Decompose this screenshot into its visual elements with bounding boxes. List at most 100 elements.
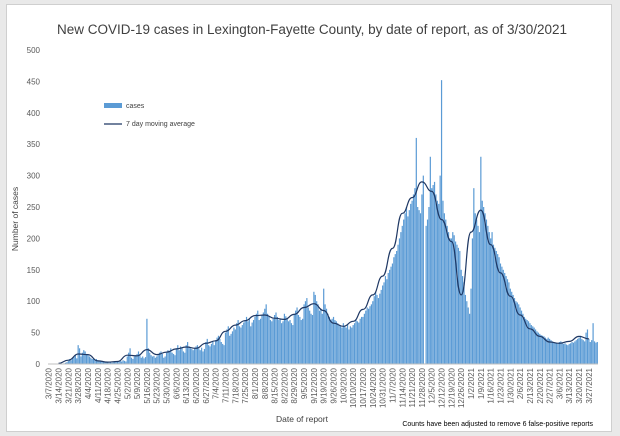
case-bar xyxy=(271,321,273,364)
case-bar xyxy=(418,210,420,364)
case-bar xyxy=(471,238,474,364)
case-bar xyxy=(289,320,291,364)
case-bar xyxy=(177,345,179,364)
case-bar xyxy=(421,194,423,364)
case-bar xyxy=(175,348,177,364)
case-bar xyxy=(464,294,467,364)
case-bar xyxy=(346,325,349,364)
case-bar xyxy=(516,302,518,364)
legend-label-cases: cases xyxy=(126,103,145,110)
x-tick-label: 4/18/2020 xyxy=(104,367,113,403)
case-bar xyxy=(309,310,311,364)
case-bar xyxy=(384,276,387,364)
case-bar xyxy=(285,316,287,364)
case-bar xyxy=(419,213,422,364)
x-tick-label: 11/14/2020 xyxy=(398,367,407,407)
case-bar xyxy=(376,294,378,364)
case-bar xyxy=(182,351,184,364)
case-bar xyxy=(202,351,204,364)
case-bar xyxy=(126,356,128,364)
case-bar xyxy=(273,315,276,364)
y-tick-label: 150 xyxy=(27,266,41,275)
case-bar xyxy=(313,291,315,364)
case-bar xyxy=(83,350,85,364)
case-bar xyxy=(100,361,102,364)
case-bar xyxy=(299,316,301,364)
case-bar xyxy=(505,276,507,364)
x-tick-label: 1/9/2021 xyxy=(477,367,486,399)
case-bar xyxy=(512,294,514,364)
case-bar xyxy=(238,326,241,364)
case-bar xyxy=(84,351,86,364)
x-tick-label: 11/7/2020 xyxy=(389,367,398,403)
case-bar xyxy=(387,272,389,364)
x-tick-label: 3/20/2021 xyxy=(575,367,584,403)
y-tick-label: 0 xyxy=(36,360,41,369)
case-bar xyxy=(400,232,402,364)
case-bar xyxy=(485,219,488,364)
x-tick-label: 9/12/2020 xyxy=(310,367,319,403)
x-axis-label: Date of report xyxy=(276,414,329,424)
case-bar xyxy=(497,254,499,364)
case-bar xyxy=(404,213,406,364)
case-bar xyxy=(163,357,165,364)
case-bar xyxy=(111,362,113,364)
case-bar xyxy=(546,338,548,364)
case-bar xyxy=(146,318,148,364)
x-tick-label: 6/13/2020 xyxy=(182,367,191,403)
case-bar xyxy=(128,352,130,364)
case-bar xyxy=(522,313,524,364)
case-bar xyxy=(467,307,469,364)
case-bar xyxy=(213,345,215,364)
y-tick-label: 450 xyxy=(27,77,41,86)
case-bar xyxy=(339,326,342,364)
case-bar xyxy=(584,341,586,364)
case-bar xyxy=(403,219,405,364)
case-bar xyxy=(483,207,485,364)
case-bar xyxy=(344,326,346,364)
case-bar xyxy=(139,355,141,364)
case-bar xyxy=(457,247,459,364)
case-bar xyxy=(469,313,471,364)
case-bar xyxy=(66,362,68,364)
case-bar xyxy=(541,335,544,364)
case-bar xyxy=(136,353,138,364)
case-bar xyxy=(530,325,532,364)
legend: cases 7 day moving average xyxy=(104,103,195,128)
case-bar xyxy=(439,175,441,364)
case-bar xyxy=(575,340,577,364)
case-bar xyxy=(353,323,356,364)
case-bar xyxy=(69,358,71,364)
case-bar xyxy=(236,323,238,364)
case-bar xyxy=(334,320,336,364)
x-tick-label: 2/13/2021 xyxy=(526,367,535,403)
case-bar xyxy=(95,358,98,364)
case-bar xyxy=(481,200,483,364)
case-bar xyxy=(477,225,479,364)
case-bar xyxy=(181,347,183,364)
case-bar xyxy=(533,327,535,364)
case-bar xyxy=(415,137,417,364)
case-bar xyxy=(365,310,367,364)
case-bar xyxy=(589,342,591,364)
case-bar xyxy=(288,321,290,364)
case-bar xyxy=(208,345,210,364)
case-bar xyxy=(578,337,580,364)
case-bar xyxy=(231,331,234,364)
case-bar xyxy=(490,238,492,364)
case-bar xyxy=(158,352,161,364)
covid-cases-chart: New COVID-19 cases in Lexington-Fayette … xyxy=(10,22,598,428)
case-bar xyxy=(338,325,340,364)
case-bar xyxy=(543,336,545,364)
x-tick-label: 6/20/2020 xyxy=(192,367,201,403)
legend-label-average: 7 day moving average xyxy=(126,121,195,128)
case-bar xyxy=(389,269,391,364)
case-bar xyxy=(480,156,482,364)
case-bar xyxy=(459,250,461,364)
case-bar xyxy=(579,335,582,364)
case-bar xyxy=(132,358,134,364)
case-bar xyxy=(92,358,95,364)
case-bar xyxy=(393,257,395,364)
case-bar xyxy=(352,325,354,364)
case-bar xyxy=(537,332,539,364)
